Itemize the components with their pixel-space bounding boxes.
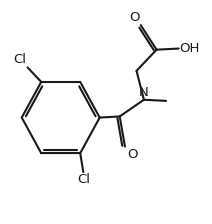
- Text: O: O: [129, 11, 140, 24]
- Text: Cl: Cl: [77, 173, 90, 186]
- Text: Cl: Cl: [14, 53, 26, 66]
- Text: N: N: [139, 86, 149, 99]
- Text: O: O: [127, 148, 138, 161]
- Text: OH: OH: [180, 42, 200, 55]
